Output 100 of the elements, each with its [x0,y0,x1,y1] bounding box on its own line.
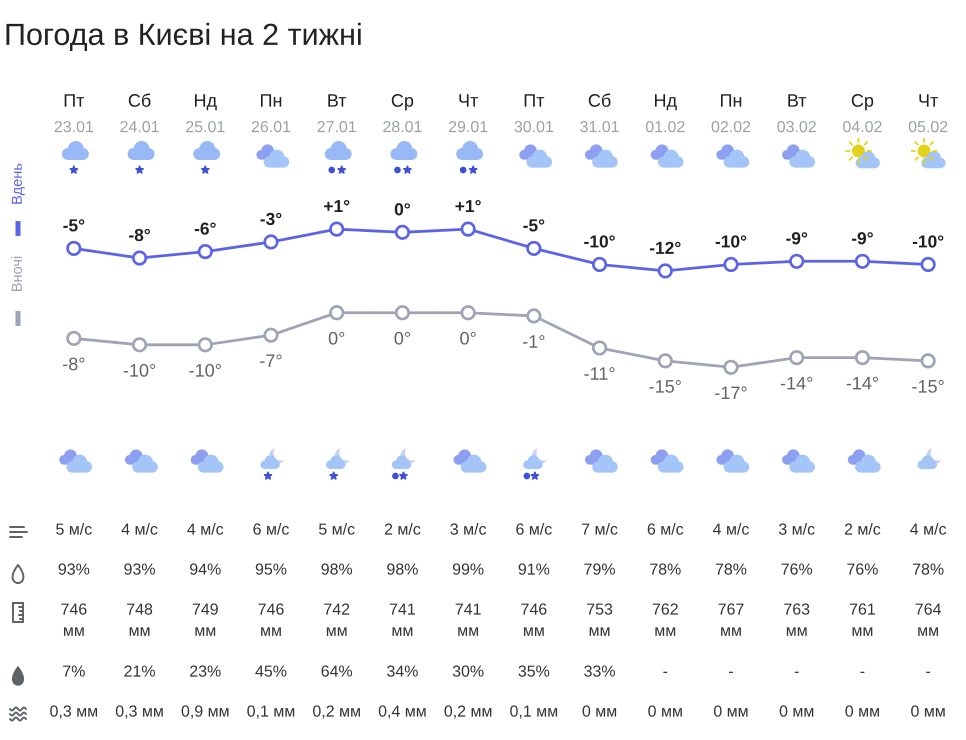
text: 93% [124,563,155,575]
data-label: -5° [523,219,544,232]
text: 2 м/с [384,523,420,535]
text: - [926,672,930,673]
text: 6 м/с [516,523,552,535]
data-label: -8° [63,358,84,370]
text: 76% [782,563,812,575]
text: Вночі [11,256,22,292]
text: 95% [256,563,286,575]
data-label: -10° [716,235,746,248]
text: 753 мм [587,603,612,636]
point [460,305,476,320]
x-tick-label: Сб 24.01 [120,93,159,132]
text: 3 м/с [778,523,815,535]
point [66,240,82,256]
x-tick-label: Нд 01.02 [646,94,684,132]
data-label: -17° [715,386,747,400]
text: 78% [716,563,746,575]
text: 762 мм [652,603,678,636]
text: 0 мм [582,705,616,717]
text: 0,3 мм [116,705,163,719]
text: 0 мм [648,705,682,717]
x-tick-label: Ср 28.01 [383,94,422,132]
data-label: -8° [129,228,150,242]
point [329,222,344,237]
text: 0 мм [911,705,945,717]
text: 0,9 мм [182,705,228,719]
text: 0,2 мм [313,705,360,719]
point [526,308,542,324]
point [920,353,936,368]
text: 64% [322,665,352,677]
text: 30% [452,665,484,677]
text: 78% [912,563,944,575]
data-label: -5° [63,219,84,232]
x-tick-label: Чт 29.01 [448,94,488,132]
data-label: -9° [786,232,808,244]
data-label: -7° [260,354,282,367]
point [329,305,344,320]
text: 79% [584,563,615,575]
text: 6 м/с [648,523,684,535]
data-label: 0° [460,332,476,345]
point [526,240,542,256]
data-label: -10° [584,235,615,248]
text: 746 мм [61,603,86,636]
text: 5 м/с [318,523,355,535]
point [592,340,608,356]
point [460,222,476,237]
text: 0 мм [714,705,748,717]
data-label: -10° [124,364,156,377]
x-tick-label: Пн 02.02 [712,94,750,132]
data-label: -3° [260,212,282,226]
x-tick-label: Сб 31.01 [580,93,619,132]
text: - [794,672,799,673]
data-label: -14° [846,376,878,390]
text: 99% [452,563,484,575]
text: 34% [387,665,418,677]
text: 93% [58,563,90,575]
data-label: -14° [780,376,812,390]
text: 0,3 мм [50,705,98,719]
text: 76% [847,563,878,575]
text: 0,1 мм [247,705,294,719]
x-tick-label: Пт 30.01 [514,94,554,132]
data-label: 0° [394,203,410,216]
text: Вдень [12,164,25,204]
point [658,353,673,368]
text: 763 мм [784,603,810,636]
text: 98% [321,563,352,575]
x-tick-label: Ср 04.02 [843,94,882,132]
point [132,250,148,266]
text: 0 мм [780,705,814,717]
data-label: -10° [189,364,221,377]
data-label: 0° [328,332,344,345]
data-label: -15° [649,380,681,393]
text: 742 мм [324,603,350,636]
text: 4 м/с [910,523,946,535]
data-label: -9° [852,232,873,244]
text: 0,4 мм [378,705,426,719]
point [132,337,148,352]
data-label: -10° [912,235,944,248]
data-label: -11° [584,367,614,380]
point [263,234,279,250]
text: - [860,672,864,673]
point [66,330,82,346]
point [920,256,936,272]
x-tick-label: Нд 25.01 [186,94,224,132]
chart-title: Погода в Києві на 2 тижні [6,22,361,51]
text: 764 мм [916,603,941,636]
text: 33% [584,665,615,677]
text: 0,1 мм [510,705,558,719]
text: 23% [190,665,221,677]
text: 4 м/с [187,523,224,535]
point [854,350,870,366]
text: 0,2 мм [444,705,492,719]
text: 5 м/с [56,523,92,535]
text: 6 м/с [253,523,289,535]
data-label: +1° [324,200,350,212]
point [198,337,213,352]
text: 35% [518,665,550,677]
data-label: -12° [650,242,681,254]
text: - [663,672,668,673]
